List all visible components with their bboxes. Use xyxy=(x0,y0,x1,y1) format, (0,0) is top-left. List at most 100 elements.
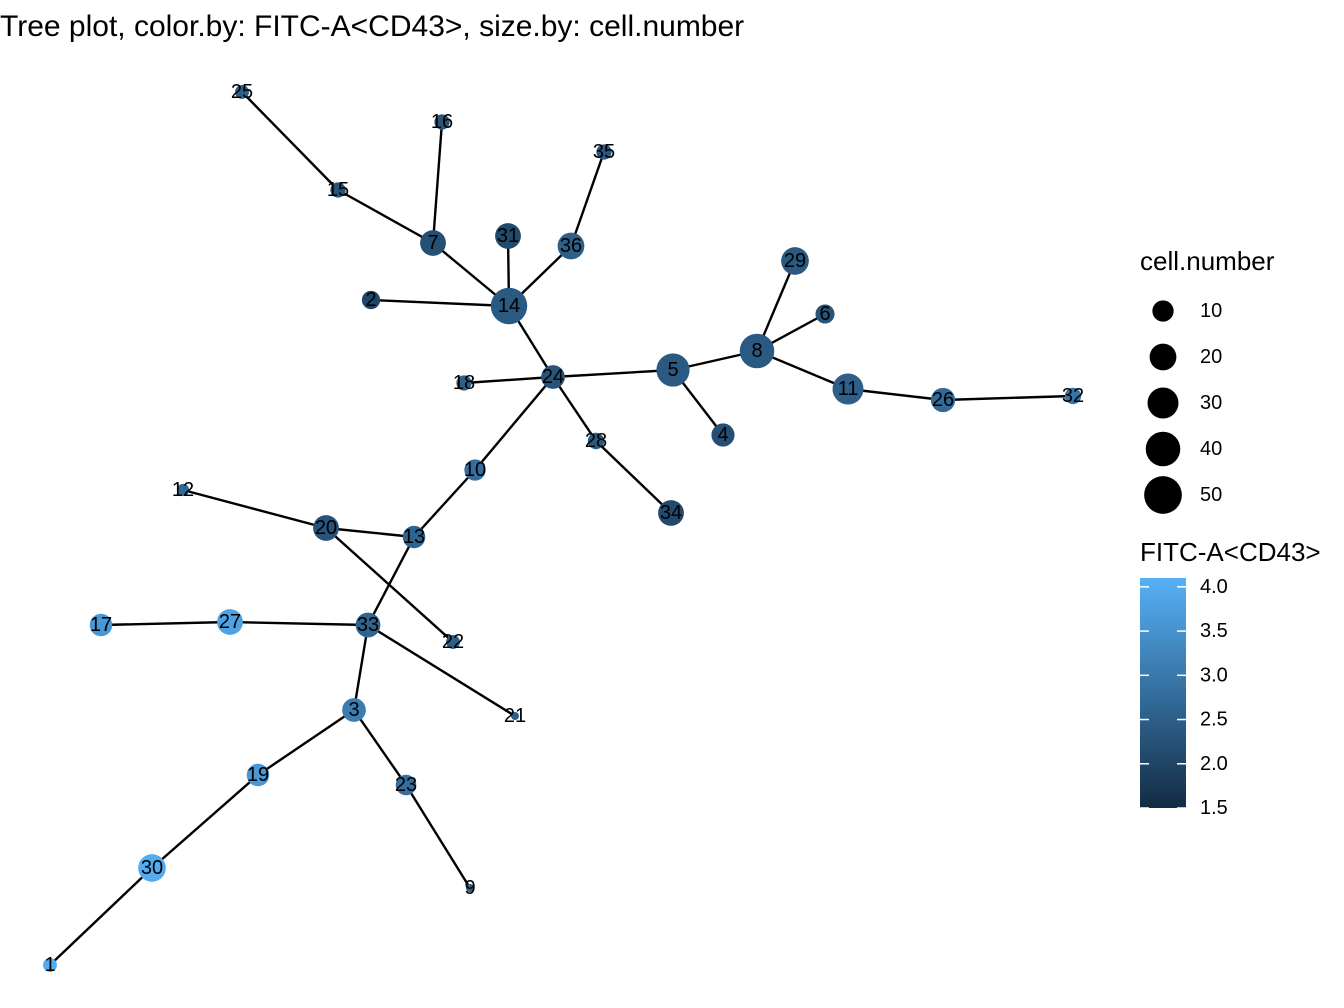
edge-24-10 xyxy=(474,376,554,471)
size-legend-label-20: 20 xyxy=(1200,346,1222,368)
node-13[interactable] xyxy=(402,525,426,549)
node-label-9: 9 xyxy=(464,877,475,899)
edge-10-13 xyxy=(413,469,476,538)
node-label-16: 16 xyxy=(431,111,453,133)
size-legend-key-20 xyxy=(1149,343,1177,371)
edge-33-21 xyxy=(367,623,516,718)
node-label-8: 8 xyxy=(751,340,762,362)
node-14[interactable] xyxy=(490,287,528,325)
node-31[interactable] xyxy=(495,223,521,249)
node-label-1: 1 xyxy=(44,954,55,976)
node-label-7: 7 xyxy=(427,232,438,254)
edge-19-30 xyxy=(151,774,259,869)
node-label-21: 21 xyxy=(504,705,526,727)
node-20[interactable] xyxy=(313,515,339,541)
node-label-33: 33 xyxy=(357,614,379,636)
node-11[interactable] xyxy=(832,373,864,405)
node-34[interactable] xyxy=(658,500,684,526)
size-legend-key-10 xyxy=(1152,300,1174,322)
node-label-29: 29 xyxy=(784,250,806,272)
color-legend-title: FITC-A<CD43> xyxy=(1140,537,1321,567)
edge-24-5 xyxy=(552,368,674,379)
edge-25-15 xyxy=(241,91,339,191)
colorbar-label-2.0: 2.0 xyxy=(1200,753,1228,775)
node-1[interactable] xyxy=(43,958,57,972)
node-label-17: 17 xyxy=(90,614,112,636)
node-labels-layer: 1234567891011121314151617181920212223242… xyxy=(44,81,1084,976)
node-label-13: 13 xyxy=(403,526,425,548)
node-label-14: 14 xyxy=(498,295,520,317)
node-6[interactable] xyxy=(815,304,835,324)
node-label-23: 23 xyxy=(395,774,417,796)
size-legend-key-50 xyxy=(1144,476,1182,514)
node-label-11: 11 xyxy=(838,378,859,400)
node-9[interactable] xyxy=(466,884,474,892)
size-legend-label-40: 40 xyxy=(1200,438,1222,460)
node-label-24: 24 xyxy=(542,366,564,388)
edge-13-33 xyxy=(366,536,416,626)
node-22[interactable] xyxy=(446,635,460,649)
edge-35-36 xyxy=(569,151,606,247)
node-32[interactable] xyxy=(1064,387,1082,405)
node-12[interactable] xyxy=(176,483,190,497)
node-label-2: 2 xyxy=(365,289,376,311)
size-legend-title: cell.number xyxy=(1140,246,1275,276)
edge-3-19 xyxy=(257,709,355,776)
edge-27-17 xyxy=(100,620,231,627)
node-16[interactable] xyxy=(434,114,450,130)
node-23[interactable] xyxy=(395,774,417,796)
node-25[interactable] xyxy=(235,85,249,99)
chart-title: Tree plot, color.by: FITC-A<CD43>, size.… xyxy=(0,10,745,43)
node-10[interactable] xyxy=(464,459,486,481)
size-legend-label-10: 10 xyxy=(1200,300,1222,322)
node-3[interactable] xyxy=(342,698,366,722)
edge-13-20 xyxy=(325,526,415,539)
node-33[interactable] xyxy=(355,612,381,638)
size-legend-label-30: 30 xyxy=(1200,392,1222,414)
node-label-3: 3 xyxy=(348,699,359,721)
colorbar-label-4.0: 4.0 xyxy=(1200,576,1228,598)
node-28[interactable] xyxy=(587,432,605,450)
node-36[interactable] xyxy=(557,232,585,260)
node-label-19: 19 xyxy=(247,764,269,786)
colorbar-label-3.5: 3.5 xyxy=(1200,620,1228,642)
edge-20-12 xyxy=(182,488,327,530)
edge-3-23 xyxy=(353,709,407,786)
node-label-32: 32 xyxy=(1062,385,1084,407)
edge-28-34 xyxy=(595,440,672,514)
edge-26-32 xyxy=(942,394,1074,402)
node-7[interactable] xyxy=(420,230,446,256)
node-18[interactable] xyxy=(456,375,472,391)
node-label-12: 12 xyxy=(172,479,194,501)
node-2[interactable] xyxy=(361,290,381,310)
node-5[interactable] xyxy=(656,353,690,387)
node-19[interactable] xyxy=(246,763,270,787)
edge-11-26 xyxy=(847,387,944,402)
node-21[interactable] xyxy=(511,712,519,720)
node-30[interactable] xyxy=(138,854,166,882)
node-8[interactable] xyxy=(739,333,775,369)
edge-24-28 xyxy=(552,376,597,442)
node-29[interactable] xyxy=(781,247,809,275)
node-label-31: 31 xyxy=(497,225,519,247)
colorbar-label-1.5: 1.5 xyxy=(1200,797,1228,819)
node-label-18: 18 xyxy=(453,372,475,394)
edge-2-14 xyxy=(370,298,510,308)
node-15[interactable] xyxy=(330,182,346,198)
size-legend-key-30 xyxy=(1147,387,1179,419)
node-35[interactable] xyxy=(596,144,612,160)
node-label-36: 36 xyxy=(560,235,582,257)
node-17[interactable] xyxy=(89,613,113,637)
node-27[interactable] xyxy=(217,609,243,635)
node-4[interactable] xyxy=(711,423,735,447)
nodes-layer xyxy=(43,85,1082,972)
node-label-27: 27 xyxy=(219,611,241,633)
size-legend: cell.number 10 20 30 40 50 xyxy=(1140,246,1275,514)
node-label-28: 28 xyxy=(585,430,607,452)
edge-33-3 xyxy=(352,624,370,711)
node-label-6: 6 xyxy=(819,303,830,325)
node-24[interactable] xyxy=(541,365,565,389)
edge-18-24 xyxy=(463,375,554,385)
node-26[interactable] xyxy=(930,387,956,413)
